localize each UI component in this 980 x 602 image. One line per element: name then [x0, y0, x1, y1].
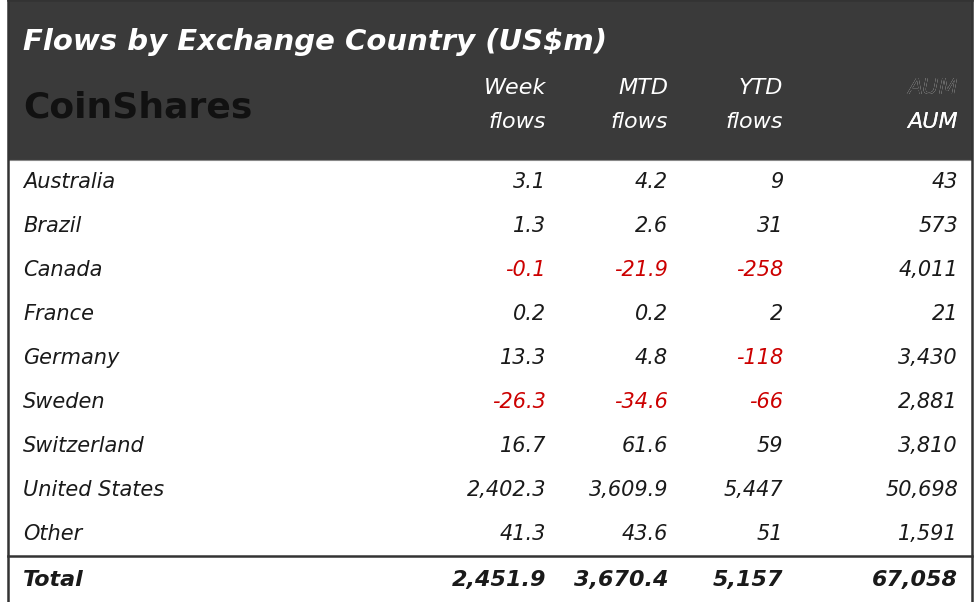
- Text: 61.6: 61.6: [621, 436, 668, 456]
- Text: 50,698: 50,698: [885, 480, 958, 500]
- Text: 5,157: 5,157: [712, 570, 783, 590]
- Text: -34.6: -34.6: [614, 392, 668, 412]
- Text: CoinShares: CoinShares: [23, 91, 253, 125]
- Text: 1.3: 1.3: [513, 216, 546, 236]
- Text: Germany: Germany: [23, 348, 120, 368]
- Text: flows: flows: [611, 112, 668, 132]
- Text: AUM: AUM: [907, 112, 958, 132]
- Bar: [8, 468, 972, 512]
- Text: Switzerland: Switzerland: [23, 436, 145, 456]
- Text: 41.3: 41.3: [500, 524, 546, 544]
- Text: Brazil: Brazil: [23, 216, 81, 236]
- Text: 43.6: 43.6: [621, 524, 668, 544]
- Text: 31: 31: [757, 216, 783, 236]
- Text: 9: 9: [769, 172, 783, 192]
- Text: Other: Other: [23, 524, 82, 544]
- Text: Flows by Exchange Country (US$m): Flows by Exchange Country (US$m): [23, 28, 607, 56]
- Text: 21: 21: [932, 304, 958, 324]
- Text: 4.2: 4.2: [635, 172, 668, 192]
- Text: AUM: AUM: [907, 78, 958, 98]
- Bar: [8, 0, 972, 160]
- Bar: [8, 336, 972, 380]
- Text: 16.7: 16.7: [500, 436, 546, 456]
- Text: 3,810: 3,810: [899, 436, 958, 456]
- Text: 3,430: 3,430: [899, 348, 958, 368]
- Text: 3.1: 3.1: [513, 172, 546, 192]
- Text: Total: Total: [23, 570, 83, 590]
- Text: -66: -66: [749, 392, 783, 412]
- Text: flows: flows: [488, 112, 546, 132]
- Bar: [8, 424, 972, 468]
- Text: 0.2: 0.2: [635, 304, 668, 324]
- Text: 0.2: 0.2: [513, 304, 546, 324]
- Text: 59: 59: [757, 436, 783, 456]
- Bar: [8, 512, 972, 556]
- Bar: [8, 204, 972, 248]
- Text: -118: -118: [736, 348, 783, 368]
- Text: -258: -258: [736, 260, 783, 280]
- Text: Week: Week: [483, 78, 546, 98]
- Bar: [8, 380, 972, 424]
- Text: Australia: Australia: [23, 172, 115, 192]
- Text: 4,011: 4,011: [899, 260, 958, 280]
- Text: 43: 43: [932, 172, 958, 192]
- Text: -0.1: -0.1: [506, 260, 546, 280]
- Text: flows: flows: [725, 112, 783, 132]
- Text: 4.8: 4.8: [635, 348, 668, 368]
- Text: AUM: AUM: [907, 78, 958, 98]
- Text: 3,609.9: 3,609.9: [589, 480, 668, 500]
- Text: AUM: AUM: [907, 112, 958, 132]
- Text: 2,881: 2,881: [899, 392, 958, 412]
- Bar: [8, 292, 972, 336]
- Text: YTD: YTD: [739, 78, 783, 98]
- Text: 573: 573: [918, 216, 958, 236]
- Text: -26.3: -26.3: [492, 392, 546, 412]
- Text: Canada: Canada: [23, 260, 102, 280]
- Text: -21.9: -21.9: [614, 260, 668, 280]
- Bar: [8, 248, 972, 292]
- Text: 2.6: 2.6: [635, 216, 668, 236]
- Text: 2,402.3: 2,402.3: [466, 480, 546, 500]
- Text: MTD: MTD: [618, 78, 668, 98]
- Text: 1,591: 1,591: [899, 524, 958, 544]
- Text: 67,058: 67,058: [872, 570, 958, 590]
- Text: 13.3: 13.3: [500, 348, 546, 368]
- Text: United States: United States: [23, 480, 164, 500]
- Text: 5,447: 5,447: [723, 480, 783, 500]
- Text: 2,451.9: 2,451.9: [452, 570, 546, 590]
- Bar: [8, 160, 972, 204]
- Text: Sweden: Sweden: [23, 392, 106, 412]
- Text: 2: 2: [769, 304, 783, 324]
- Text: 3,670.4: 3,670.4: [573, 570, 668, 590]
- Text: 51: 51: [757, 524, 783, 544]
- Text: France: France: [23, 304, 94, 324]
